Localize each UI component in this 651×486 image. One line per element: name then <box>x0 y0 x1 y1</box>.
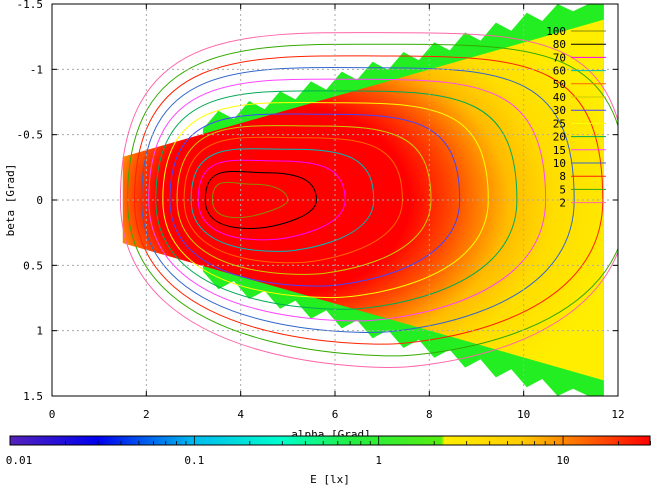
colorbar-tick-label: 10 <box>556 454 569 467</box>
grid-lines <box>52 4 618 396</box>
x-tick-label: 6 <box>332 408 339 421</box>
legend-label-70: 70 <box>553 51 566 64</box>
x-tick-label: 4 <box>237 408 244 421</box>
contour-40 <box>176 125 432 275</box>
colorbar-tick-label: 1 <box>375 454 382 467</box>
contour-20 <box>155 90 518 310</box>
legend-label-2: 2 <box>559 197 566 210</box>
contour-80 <box>204 170 318 229</box>
colorbar-tick-label: 0.01 <box>6 454 33 467</box>
legend-label-50: 50 <box>553 78 566 91</box>
legend-label-5: 5 <box>559 183 566 196</box>
contour-2 <box>119 32 618 368</box>
colorbar-label: E [lx] <box>310 473 350 486</box>
x-axis-ticks: 0 2 4 6 8 10 12 <box>49 4 625 421</box>
y-tick-label: 1 <box>36 325 43 338</box>
y-axis-label: beta [Grad] <box>4 164 17 237</box>
legend-label-15: 15 <box>553 144 566 157</box>
x-tick-label: 10 <box>517 408 530 421</box>
y-axis-ticks: -1.5 -1 -0.5 0 0.5 1 1.5 <box>17 0 618 403</box>
y-tick-label: 0.5 <box>23 259 43 272</box>
contour-10 <box>141 67 575 333</box>
x-tick-label: 8 <box>426 408 433 421</box>
contour-5 <box>126 43 618 357</box>
legend-label-25: 25 <box>553 117 566 130</box>
legend-label-8: 8 <box>559 170 566 183</box>
colorbar-tick-label: 0.1 <box>184 454 204 467</box>
x-tick-label: 12 <box>611 408 624 421</box>
y-tick-label: -1.5 <box>17 0 44 11</box>
colorbar-bar <box>9 435 651 446</box>
legend-label-60: 60 <box>553 65 566 78</box>
y-tick-label: 0 <box>36 194 43 207</box>
legend-label-10: 10 <box>553 157 566 170</box>
legend-label-20: 20 <box>553 131 566 144</box>
contour-70 <box>197 159 346 241</box>
legend-label-40: 40 <box>553 91 566 104</box>
y-tick-label: -1 <box>30 63 43 76</box>
x-tick-label: 2 <box>143 408 150 421</box>
x-tick-label: 0 <box>49 408 56 421</box>
contour-15 <box>148 78 547 322</box>
y-tick-label: -0.5 <box>17 129 44 142</box>
y-tick-label: 1.5 <box>23 390 43 403</box>
legend-label-80: 80 <box>553 38 566 51</box>
legend-label-100: 100 <box>546 25 566 38</box>
legend-label-30: 30 <box>553 104 566 117</box>
contour-30 <box>169 113 461 287</box>
colorbar: 0.01 0.1 1 10 <box>6 435 651 467</box>
